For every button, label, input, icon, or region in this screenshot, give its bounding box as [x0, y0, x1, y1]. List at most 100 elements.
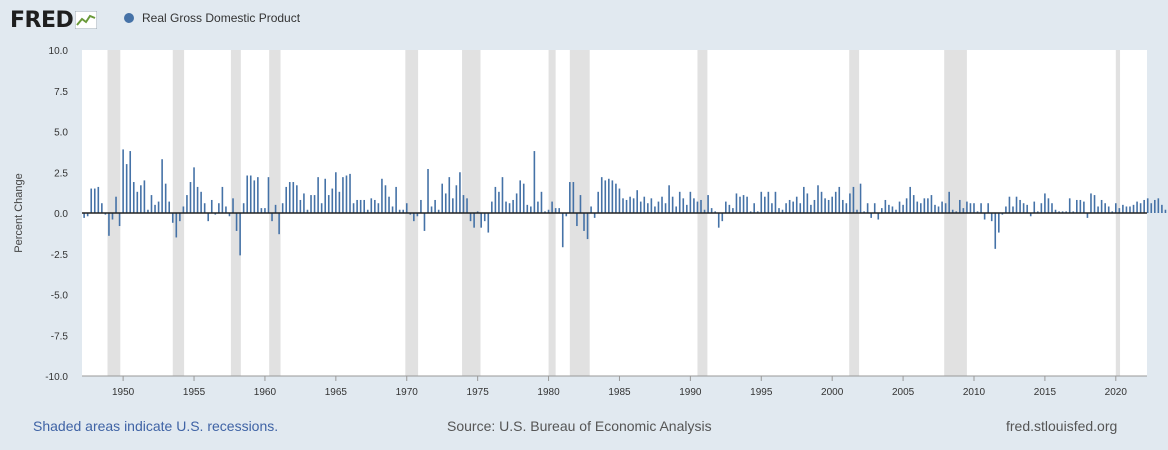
series-bar[interactable]: [1058, 211, 1060, 213]
series-bar[interactable]: [1033, 201, 1036, 213]
site-url-link[interactable]: fred.stlouisfed.org: [1006, 418, 1118, 434]
series-bar[interactable]: [303, 193, 305, 213]
series-bar[interactable]: [905, 198, 908, 213]
series-bar[interactable]: [526, 204, 529, 213]
series-bar[interactable]: [331, 188, 334, 213]
series-bar[interactable]: [264, 208, 266, 213]
series-bar[interactable]: [168, 201, 171, 213]
series-bar[interactable]: [342, 177, 344, 213]
series-bar[interactable]: [551, 201, 553, 213]
series-bar[interactable]: [469, 213, 472, 222]
series-bar[interactable]: [1019, 199, 1021, 213]
series-bar[interactable]: [522, 183, 525, 213]
series-bar[interactable]: [111, 213, 114, 220]
series-bar[interactable]: [1161, 204, 1163, 213]
series-bar[interactable]: [366, 209, 369, 213]
series-bar[interactable]: [746, 196, 748, 213]
series-bar[interactable]: [831, 196, 833, 213]
series-bar[interactable]: [437, 209, 440, 213]
series-bar[interactable]: [278, 213, 280, 235]
series-bar[interactable]: [547, 209, 550, 213]
series-bar[interactable]: [398, 209, 401, 213]
series-bar[interactable]: [622, 198, 624, 213]
series-bar[interactable]: [717, 213, 720, 228]
series-bar[interactable]: [285, 186, 288, 213]
series-bar[interactable]: [232, 198, 234, 213]
series-bar[interactable]: [143, 180, 146, 213]
series-bar[interactable]: [1104, 203, 1106, 213]
series-bar[interactable]: [413, 213, 415, 222]
series-bar[interactable]: [1015, 196, 1018, 213]
series-bar[interactable]: [132, 182, 135, 213]
series-bar[interactable]: [930, 195, 933, 213]
series-bar[interactable]: [1054, 209, 1057, 213]
series-bar[interactable]: [154, 204, 156, 213]
series-bar[interactable]: [842, 199, 844, 213]
series-bar[interactable]: [608, 178, 610, 213]
series-bar[interactable]: [1008, 196, 1011, 213]
series-bar[interactable]: [824, 198, 826, 213]
series-bar[interactable]: [1061, 211, 1064, 213]
series-bar[interactable]: [210, 199, 213, 213]
series-bar[interactable]: [689, 191, 692, 213]
series-bar[interactable]: [558, 208, 560, 213]
series-bar[interactable]: [1129, 206, 1131, 213]
series-bar[interactable]: [820, 191, 823, 213]
series-bar[interactable]: [881, 208, 883, 213]
series-bar[interactable]: [937, 206, 940, 213]
series-bar[interactable]: [732, 208, 734, 213]
series-bar[interactable]: [239, 213, 241, 256]
series-bar[interactable]: [987, 203, 989, 213]
series-bar[interactable]: [579, 195, 582, 213]
series-bar[interactable]: [313, 195, 316, 213]
series-bar[interactable]: [735, 193, 738, 213]
series-bar[interactable]: [951, 209, 954, 213]
series-bar[interactable]: [686, 204, 688, 213]
series-bar[interactable]: [661, 196, 663, 213]
series-bar[interactable]: [1118, 208, 1121, 213]
series-bar[interactable]: [682, 198, 685, 213]
series-bar[interactable]: [317, 177, 319, 213]
series-bar[interactable]: [292, 182, 295, 213]
series-bar[interactable]: [1139, 203, 1142, 213]
series-bar[interactable]: [891, 206, 894, 213]
series-bar[interactable]: [452, 198, 454, 213]
series-bar[interactable]: [749, 211, 752, 213]
series-bar[interactable]: [583, 213, 585, 231]
series-bar[interactable]: [636, 190, 638, 213]
series-bar[interactable]: [799, 203, 802, 213]
series-bar[interactable]: [349, 173, 351, 213]
series-bar[interactable]: [423, 213, 426, 231]
series-bar[interactable]: [288, 182, 291, 213]
series-bar[interactable]: [473, 213, 475, 228]
series-bar[interactable]: [586, 213, 589, 240]
series-bar[interactable]: [873, 203, 876, 213]
series-bar[interactable]: [934, 204, 936, 213]
series-bar[interactable]: [164, 183, 167, 213]
series-bar[interactable]: [1005, 206, 1007, 213]
series-bar[interactable]: [374, 199, 376, 213]
series-bar[interactable]: [1079, 199, 1082, 213]
series-bar[interactable]: [310, 195, 312, 213]
series-bar[interactable]: [359, 199, 362, 213]
series-bar[interactable]: [193, 167, 195, 213]
series-bar[interactable]: [629, 196, 631, 213]
series-bar[interactable]: [771, 203, 773, 213]
series-bar[interactable]: [494, 186, 497, 213]
series-bar[interactable]: [186, 195, 188, 213]
series-bar[interactable]: [420, 199, 422, 213]
series-bar[interactable]: [402, 209, 404, 213]
series-bar[interactable]: [725, 201, 727, 213]
series-bar[interactable]: [235, 213, 238, 231]
series-bar[interactable]: [540, 191, 543, 213]
series-bar[interactable]: [356, 199, 358, 213]
series-bar[interactable]: [260, 208, 263, 213]
series-bar[interactable]: [817, 185, 819, 213]
series-bar[interactable]: [136, 191, 139, 213]
series-bar[interactable]: [1150, 203, 1153, 213]
series-bar[interactable]: [448, 177, 451, 213]
series-bar[interactable]: [671, 196, 674, 213]
series-bar[interactable]: [884, 199, 887, 213]
series-bar[interactable]: [902, 204, 904, 213]
series-bar[interactable]: [632, 198, 635, 213]
